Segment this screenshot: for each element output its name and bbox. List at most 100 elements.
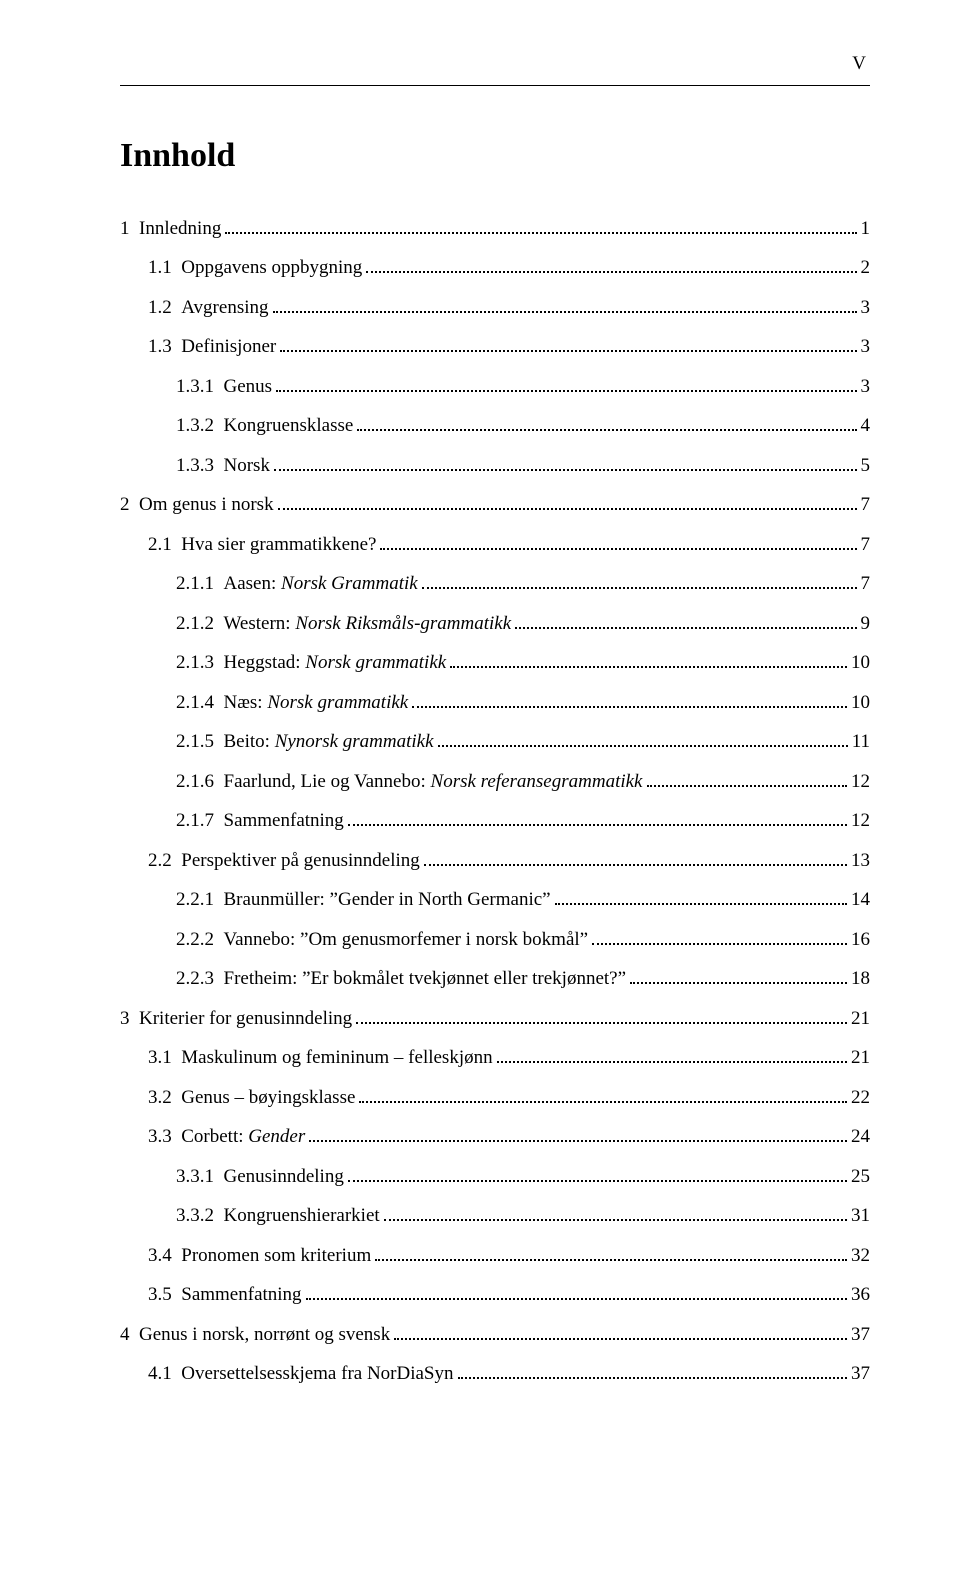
toc-entry-label: 2.1.4 Næs: Norsk grammatikk	[176, 689, 408, 718]
toc-entry: 1.3.3 Norsk 5	[120, 452, 870, 481]
toc-leader-dots	[647, 769, 848, 786]
toc-entry-text: Perspektiver på genusinndeling	[181, 850, 420, 871]
toc-entry-page: 4	[861, 412, 871, 441]
toc-entry-number: 3.1	[148, 1047, 181, 1068]
toc-entry-label: 3.2 Genus – bøyingsklasse	[148, 1084, 355, 1113]
toc-entry-text: Norsk	[224, 455, 270, 476]
toc-entry-page: 7	[861, 491, 871, 520]
toc-leader-dots	[497, 1046, 847, 1063]
toc-leader-dots	[630, 967, 847, 984]
toc-entry-number: 2.1.4	[176, 692, 224, 713]
toc-entry-number: 3.2	[148, 1087, 181, 1108]
toc-entry-label: 1.3.2 Kongruensklasse	[176, 412, 353, 441]
toc-entry: 2.1.6 Faarlund, Lie og Vannebo: Norsk re…	[120, 768, 870, 797]
toc-entry-label: 2 Om genus i norsk	[120, 491, 274, 520]
toc-entry-page: 3	[861, 294, 871, 323]
toc-leader-dots	[555, 888, 847, 905]
toc-leader-dots	[384, 1204, 847, 1221]
toc-entry-label: 1.3 Definisjoner	[148, 333, 276, 362]
toc-entry-page: 11	[852, 728, 870, 757]
toc-entry-page: 5	[861, 452, 871, 481]
toc-entry-text: Genusinndeling	[224, 1166, 344, 1187]
toc-entry-text: Næs:	[224, 692, 268, 713]
toc-entry-label: 1 Innledning	[120, 215, 221, 244]
toc-entry-page: 16	[851, 926, 870, 955]
toc-entry-text: Avgrensing	[181, 297, 268, 318]
toc-entry: 2.1.5 Beito: Nynorsk grammatikk11	[120, 728, 870, 757]
toc-entry-label: 1.3.3 Norsk	[176, 452, 270, 481]
toc-entry-number: 4.1	[148, 1363, 181, 1384]
toc-leader-dots	[412, 690, 847, 707]
toc-entry-number: 3.4	[148, 1245, 181, 1266]
toc-entry-label: 2.1.1 Aasen: Norsk Grammatik	[176, 570, 418, 599]
toc-entry-label: 3.5 Sammenfatning	[148, 1281, 302, 1310]
toc-entry-page: 24	[851, 1123, 870, 1152]
table-of-contents: 1 Innledning11.1 Oppgavens oppbygning21.…	[120, 215, 870, 1389]
toc-entry-text-italic: Norsk Grammatik	[281, 573, 418, 594]
toc-entry-number: 1.3.2	[176, 415, 224, 436]
toc-entry: 1.3.1 Genus 3	[120, 373, 870, 402]
toc-entry-text: Genus	[224, 376, 273, 397]
toc-entry-page: 22	[851, 1084, 870, 1113]
toc-entry: 2.1.7 Sammenfatning12	[120, 807, 870, 836]
toc-entry: 1 Innledning1	[120, 215, 870, 244]
toc-leader-dots	[276, 374, 856, 391]
toc-entry-text: Kongruensklasse	[224, 415, 354, 436]
toc-entry-text: Hva sier grammatikkene?	[181, 534, 376, 555]
toc-entry-text: Braunmüller: ”Gender in North Germanic”	[224, 889, 551, 910]
toc-entry-number: 1.3	[148, 336, 181, 357]
toc-entry-text-italic: Nynorsk grammatikk	[275, 731, 434, 752]
toc-entry-page: 25	[851, 1163, 870, 1192]
toc-entry-page: 3	[861, 373, 871, 402]
toc-entry-text: Heggstad:	[224, 652, 306, 673]
toc-entry-label: 2.1.7 Sammenfatning	[176, 807, 344, 836]
toc-entry-label: 3 Kriterier for genusinndeling	[120, 1005, 352, 1034]
toc-entry-label: 2.1.3 Heggstad: Norsk grammatikk	[176, 649, 446, 678]
toc-entry-number: 3.3.2	[176, 1205, 224, 1226]
toc-entry-text: Om genus i norsk	[139, 494, 274, 515]
toc-entry-text: Vannebo: ”Om genusmorfemer i norsk bokmå…	[224, 929, 589, 950]
toc-entry-label: 4.1 Oversettelsesskjema fra NorDiaSyn	[148, 1360, 454, 1389]
toc-leader-dots	[380, 532, 856, 549]
toc-entry-number: 3.5	[148, 1284, 181, 1305]
toc-entry-page: 31	[851, 1202, 870, 1231]
toc-leader-dots	[357, 414, 856, 431]
toc-leader-dots	[280, 335, 856, 352]
toc-entry: 1.3.2 Kongruensklasse 4	[120, 412, 870, 441]
toc-leader-dots	[458, 1362, 847, 1379]
toc-leader-dots	[274, 453, 857, 470]
toc-entry-text: Sammenfatning	[181, 1284, 301, 1305]
toc-entry-number: 2.2.3	[176, 968, 224, 989]
toc-entry: 2.2.1 Braunmüller: ”Gender in North Germ…	[120, 886, 870, 915]
toc-entry: 4.1 Oversettelsesskjema fra NorDiaSyn37	[120, 1360, 870, 1389]
toc-entry-text: Fretheim: ”Er bokmålet tvekjønnet eller …	[224, 968, 627, 989]
toc-entry-number: 3.3	[148, 1126, 181, 1147]
toc-leader-dots	[348, 1164, 847, 1181]
toc-entry-number: 1.3.3	[176, 455, 224, 476]
toc-entry-text-italic: Norsk grammatikk	[305, 652, 446, 673]
toc-entry-label: 3.3 Corbett: Gender	[148, 1123, 305, 1152]
toc-entry: 3.5 Sammenfatning36	[120, 1281, 870, 1310]
toc-entry-text: Kriterier for genusinndeling	[139, 1008, 352, 1029]
toc-leader-dots	[438, 730, 848, 747]
toc-entry-number: 1.2	[148, 297, 181, 318]
toc-entry: 3.3 Corbett: Gender 24	[120, 1123, 870, 1152]
toc-leader-dots	[348, 809, 847, 826]
toc-entry: 3.3.1 Genusinndeling25	[120, 1163, 870, 1192]
toc-entry-text: Genus i norsk, norrønt og svensk	[139, 1324, 390, 1345]
toc-leader-dots	[356, 1006, 847, 1023]
toc-entry-text: Oversettelsesskjema fra NorDiaSyn	[181, 1363, 453, 1384]
toc-entry-text: Oppgavens oppbygning	[181, 257, 362, 278]
toc-leader-dots	[366, 256, 856, 273]
toc-entry-page: 32	[851, 1242, 870, 1271]
toc-entry-number: 1.3.1	[176, 376, 224, 397]
toc-entry-label: 2.1 Hva sier grammatikkene?	[148, 531, 376, 560]
toc-entry-text: Innledning	[139, 218, 221, 239]
toc-entry-number: 2.2.1	[176, 889, 224, 910]
toc-entry-text: Aasen:	[224, 573, 282, 594]
toc-entry-text-italic: Norsk referansegrammatikk	[431, 771, 643, 792]
toc-entry: 3 Kriterier for genusinndeling21	[120, 1005, 870, 1034]
toc-entry: 3.4 Pronomen som kriterium32	[120, 1242, 870, 1271]
toc-entry-text: Corbett:	[181, 1126, 248, 1147]
toc-entry-page: 7	[861, 531, 871, 560]
